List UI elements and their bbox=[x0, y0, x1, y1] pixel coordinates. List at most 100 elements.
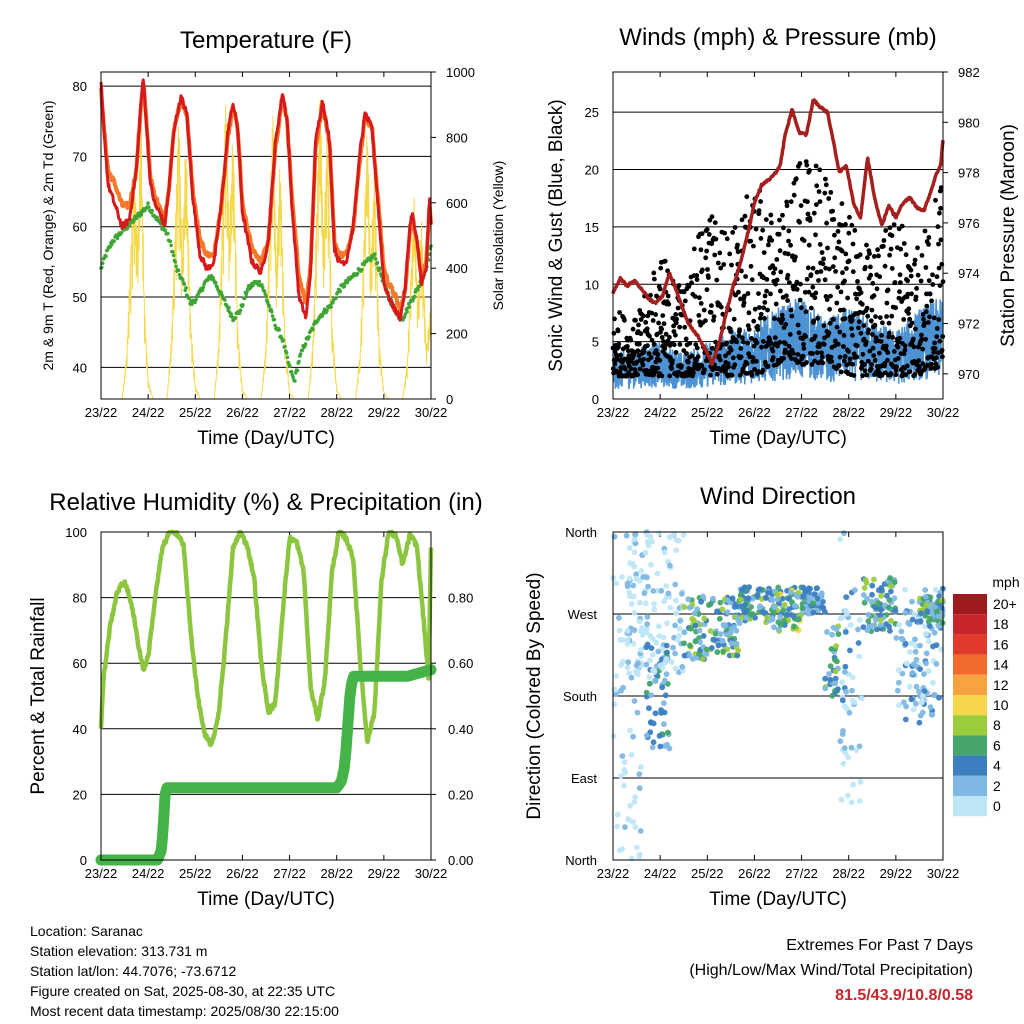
dewpoint-point bbox=[150, 208, 154, 213]
dewpoint-point bbox=[298, 352, 303, 356]
direction-point bbox=[853, 747, 860, 754]
direction-point bbox=[839, 679, 846, 686]
temperature-ylabel: 2m & 9m T (Red, Orange) & 2m Td (Green) bbox=[40, 101, 56, 371]
gust-point bbox=[850, 332, 855, 338]
direction-point bbox=[781, 601, 788, 608]
direction-point bbox=[780, 607, 787, 614]
gust-point bbox=[758, 311, 764, 317]
gust-point bbox=[701, 307, 707, 313]
extremes-box: Extremes For Past 7 Days (High/Low/Max W… bbox=[689, 933, 973, 1008]
direction-point bbox=[719, 606, 726, 613]
gust-point bbox=[929, 298, 934, 304]
x-tick-label: 27/22 bbox=[785, 866, 818, 881]
direction-point bbox=[869, 591, 875, 598]
direction-point bbox=[637, 764, 644, 771]
gust-point bbox=[833, 269, 838, 274]
direction-point bbox=[832, 657, 838, 663]
gust-point bbox=[641, 356, 646, 362]
gust-point bbox=[894, 364, 899, 369]
dewpoint-point bbox=[233, 316, 238, 320]
station-info: Location: Saranac Station elevation: 313… bbox=[30, 921, 339, 1021]
gust-point bbox=[877, 274, 883, 280]
direction-point bbox=[646, 674, 653, 680]
direction-point bbox=[739, 587, 745, 593]
direction-point bbox=[729, 595, 736, 602]
direction-point bbox=[721, 622, 728, 629]
gust-point bbox=[825, 245, 830, 251]
humidity-xlabel: Time (Day/UTC) bbox=[197, 889, 335, 910]
recent-text: Most recent data timestamp: 2025/08/30 2… bbox=[30, 1003, 339, 1019]
gust-point bbox=[810, 265, 816, 271]
dewpoint-point bbox=[407, 305, 412, 309]
gust-point bbox=[721, 262, 727, 267]
direction-point bbox=[917, 712, 924, 719]
gust-point bbox=[839, 248, 845, 254]
gust-point bbox=[813, 290, 819, 296]
direction-ylabel: Direction (Colored By Speed) bbox=[524, 572, 545, 819]
gust-point bbox=[805, 265, 811, 271]
gust-point bbox=[716, 353, 722, 359]
direction-point bbox=[911, 611, 918, 617]
direction-point bbox=[696, 627, 703, 634]
gust-point bbox=[908, 267, 914, 273]
gust-point bbox=[819, 350, 824, 356]
gust-point bbox=[771, 270, 776, 276]
gust-point bbox=[805, 211, 811, 217]
direction-point bbox=[714, 649, 721, 655]
gust-point bbox=[802, 289, 808, 295]
direction-point bbox=[671, 531, 677, 538]
gust-point bbox=[659, 335, 665, 340]
gust-point bbox=[930, 282, 936, 287]
direction-point bbox=[851, 587, 858, 593]
direction-point bbox=[842, 629, 849, 635]
gust-point bbox=[785, 251, 791, 257]
gust-point bbox=[732, 225, 738, 230]
temperature-xlabel: Time (Day/UTC) bbox=[197, 428, 335, 449]
direction-point bbox=[902, 586, 908, 593]
direction-point bbox=[927, 594, 934, 601]
gust-point bbox=[651, 342, 657, 347]
direction-point bbox=[815, 607, 822, 614]
dewpoint-point bbox=[355, 271, 360, 276]
gust-point bbox=[903, 252, 909, 258]
gust-point bbox=[871, 353, 877, 358]
dewpoint-point bbox=[139, 212, 144, 217]
direction-point bbox=[632, 824, 639, 831]
gust-point bbox=[871, 254, 877, 259]
direction-point bbox=[794, 593, 801, 600]
direction-point bbox=[827, 676, 834, 683]
gust-point bbox=[808, 272, 814, 278]
dewpoint-point bbox=[283, 344, 287, 349]
dewpoint-point bbox=[104, 254, 108, 258]
gust-point bbox=[640, 313, 646, 319]
gust-point bbox=[760, 227, 766, 233]
gust-point bbox=[906, 306, 912, 312]
direction-point bbox=[861, 585, 868, 591]
gust-point bbox=[763, 217, 769, 223]
direction-point bbox=[633, 844, 640, 851]
direction-point bbox=[630, 582, 637, 589]
gust-point bbox=[715, 371, 720, 377]
dewpoint-point bbox=[227, 305, 231, 310]
gust-point bbox=[902, 343, 908, 349]
x-tick-label: 25/22 bbox=[179, 866, 212, 881]
gust-point bbox=[704, 287, 710, 293]
gust-point bbox=[799, 305, 804, 311]
gust-point bbox=[858, 290, 864, 296]
dewpoint-point bbox=[342, 284, 347, 289]
direction-point bbox=[631, 563, 638, 570]
direction-point bbox=[887, 628, 893, 634]
gust-point bbox=[909, 291, 914, 297]
direction-point bbox=[644, 574, 650, 581]
dewpoint-point bbox=[300, 348, 305, 353]
dewpoint-point bbox=[325, 308, 329, 313]
gust-point bbox=[638, 331, 644, 337]
dewpoint-point bbox=[412, 294, 417, 299]
direction-point bbox=[692, 638, 699, 645]
direction-point bbox=[902, 609, 909, 616]
gust-point bbox=[870, 345, 876, 351]
direction-point bbox=[835, 631, 842, 637]
latlon-text: Station lat/lon: 44.7076; -73.6712 bbox=[30, 963, 237, 979]
dewpoint-point bbox=[112, 239, 116, 243]
direction-point bbox=[927, 704, 934, 711]
